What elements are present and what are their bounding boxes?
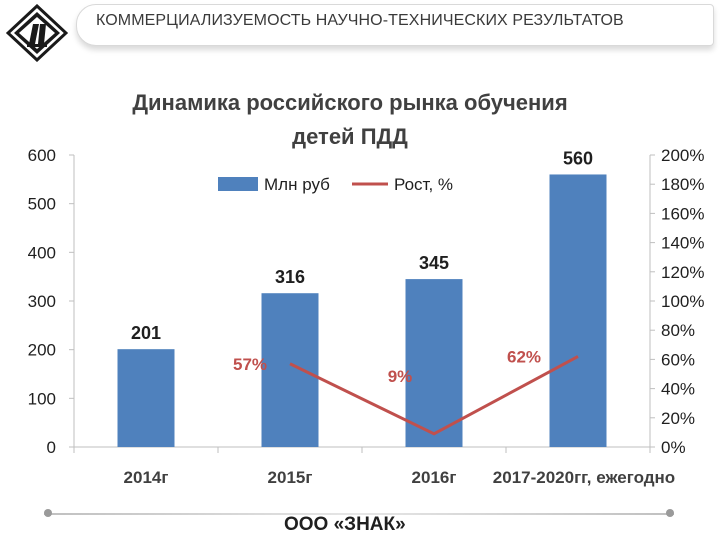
footer-company: ООО «ЗНАК» [284,514,406,535]
y-right-tick-label: 180% [661,175,704,194]
bar-data-label: 345 [419,253,449,273]
legend-label-line: Рост, % [394,175,453,194]
x-tick-label: 2014г [124,468,169,487]
y-left-tick-label: 600 [28,146,56,165]
legend-swatch-bars [218,177,258,191]
x-tick-label: 2015г [268,468,313,487]
legend-label-bars: Млн руб [264,175,330,194]
bar-data-label: 201 [131,323,161,343]
y-right-tick-label: 0% [661,438,686,457]
bar [405,279,463,447]
growth-data-label: 57% [233,355,267,374]
y-right-tick-label: 140% [661,234,704,253]
bar [261,293,319,447]
y-left-tick-label: 100 [28,389,56,408]
y-right-tick-label: 100% [661,292,704,311]
y-right-tick-label: 200% [661,146,704,165]
y-left-tick-label: 200 [28,341,56,360]
bar-data-label: 316 [275,267,305,287]
chart-title: Динамика российского рынка обучения дете… [60,86,640,154]
y-left-tick-label: 500 [28,195,56,214]
y-right-tick-label: 80% [661,321,695,340]
y-right-tick-label: 60% [661,350,695,369]
x-tick-label: 2016г [412,468,457,487]
footer-dot-left [44,509,52,517]
growth-line [289,355,579,436]
bar [549,174,607,447]
chart-title-line2: детей ПДД [292,124,408,149]
footer-dot-right [666,509,674,517]
road-sign-logo-icon [6,4,68,62]
bar-data-label: 560 [563,148,593,168]
y-left-tick-label: 0 [47,438,56,457]
chart-title-line1: Динамика российского рынка обучения [132,90,568,115]
growth-data-label: 9% [388,367,413,386]
growth-data-label: 62% [507,347,541,366]
header-band [76,4,714,46]
bar [117,349,175,447]
header-title: КОММЕРЦИАЛИЗУЕМОСТЬ НАУЧНО-ТЕХНИЧЕСКИХ Р… [96,12,624,29]
x-tick-label: 2017-2020гг, ежегодно [493,468,675,487]
header: КОММЕРЦИАЛИЗУЕМОСТЬ НАУЧНО-ТЕХНИЧЕСКИХ Р… [0,0,720,64]
y-right-tick-label: 120% [661,263,704,282]
y-right-tick-label: 40% [661,380,695,399]
y-left-tick-label: 400 [28,243,56,262]
y-right-tick-label: 20% [661,409,695,428]
y-left-tick-label: 300 [28,292,56,311]
y-right-tick-label: 160% [661,204,704,223]
footer-divider [44,513,674,515]
